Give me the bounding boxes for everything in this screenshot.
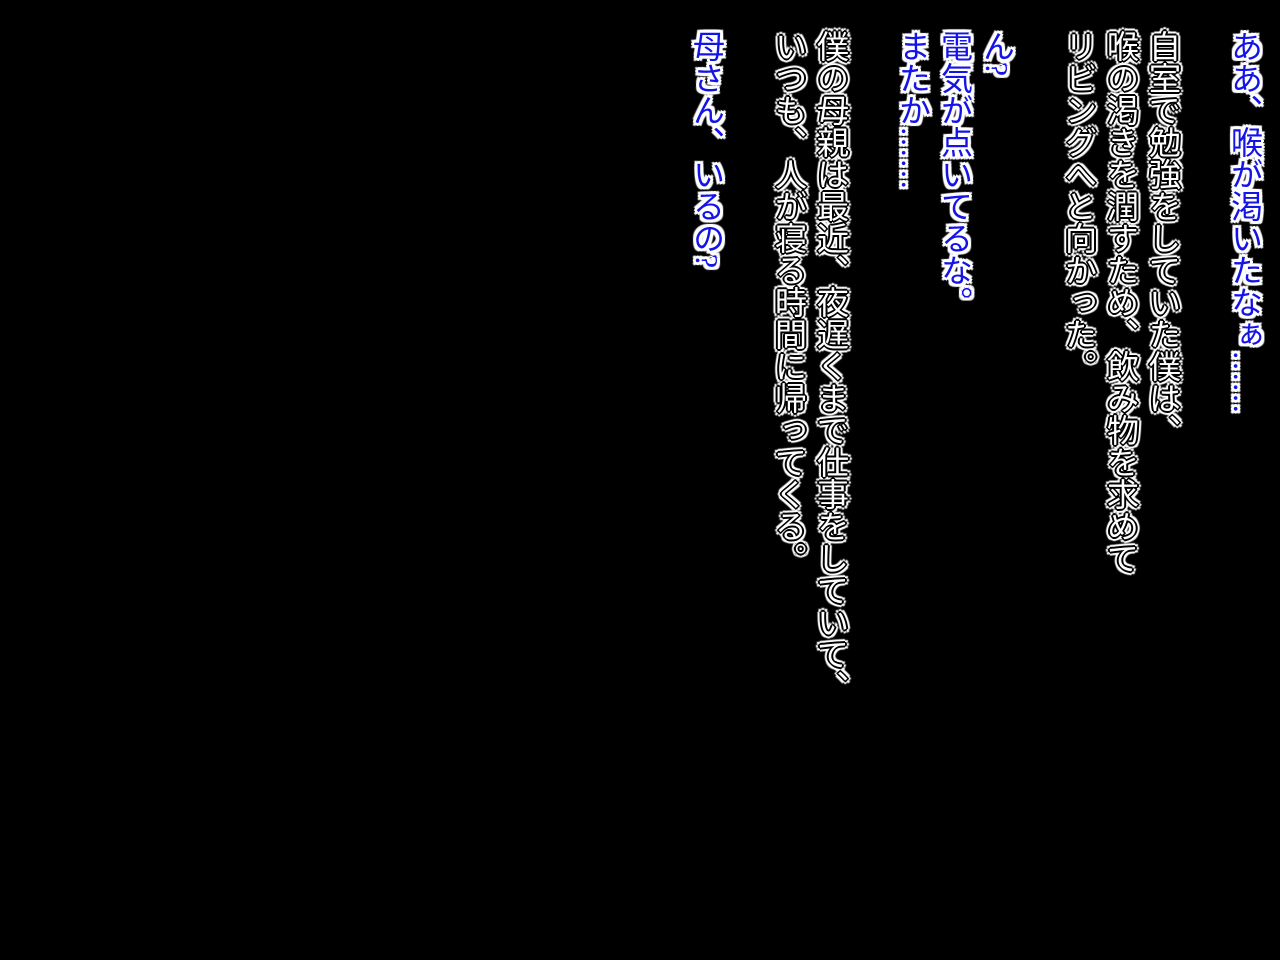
narration-line: いつも、人が寝る時間に帰ってくる。 [768,30,810,930]
visual-novel-scene[interactable]: ああ、喉が渇いたなぁ…… 自室で勉強をしていた僕は、 喉の渇きを潤すため、飲み物… [0,0,1280,960]
monologue-line: 電気が点いてるな。 [934,30,976,930]
narration-group-1: 自室で勉強をしていた僕は、 喉の渇きを潤すため、飲み物を求めて リビングへと向か… [1058,30,1184,930]
monologue-group-1: ああ、喉が渇いたなぁ…… [1224,30,1266,930]
narration-line: 喉の渇きを潤すため、飲み物を求めて [1100,30,1142,930]
monologue-line: 母さん、いるの? [686,30,728,930]
narration-group-2: 僕の母親は最近、夜遅くまで仕事をしていて、 いつも、人が寝る時間に帰ってくる。 [768,30,852,930]
monologue-group-2: ん? 電気が点いてるな。 またか…… [892,30,1018,930]
monologue-line: またか…… [892,30,934,930]
narration-line: 僕の母親は最近、夜遅くまで仕事をしていて、 [810,30,852,930]
monologue-group-3: 母さん、いるの? [686,30,728,930]
monologue-line: ああ、喉が渇いたなぁ…… [1224,30,1266,930]
narration-line: 自室で勉強をしていた僕は、 [1142,30,1184,930]
dialogue-text-block: ああ、喉が渇いたなぁ…… 自室で勉強をしていた僕は、 喉の渇きを潤すため、飲み物… [686,30,1266,930]
narration-line: リビングへと向かった。 [1058,30,1100,930]
monologue-line: ん? [976,30,1018,930]
